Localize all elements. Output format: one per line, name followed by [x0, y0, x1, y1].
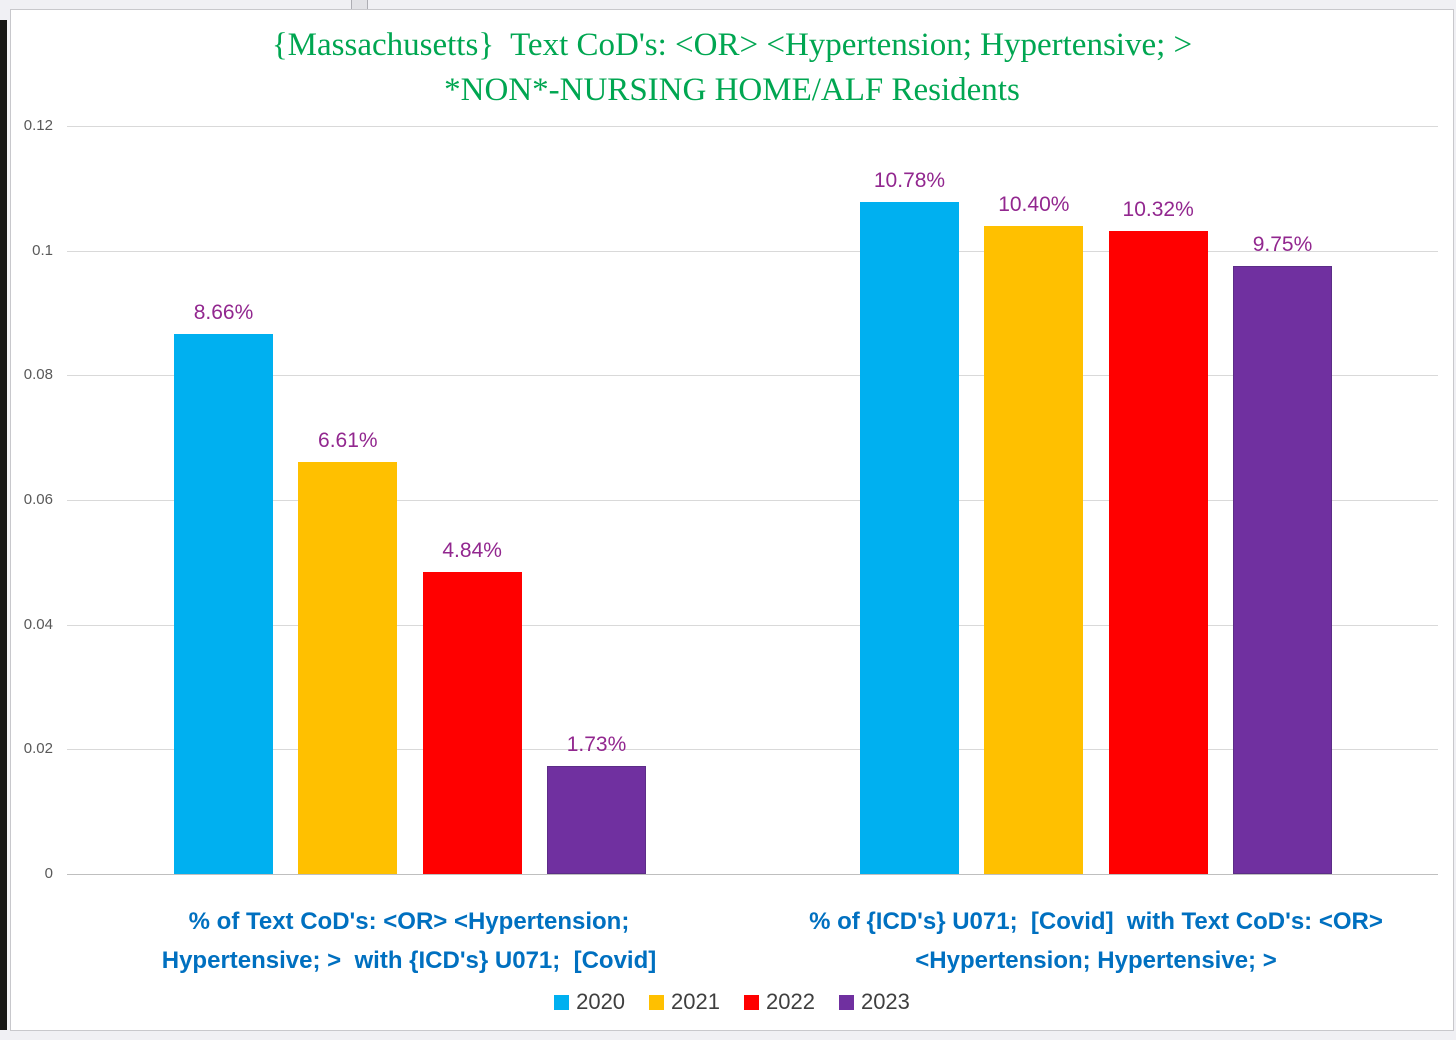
- bar-value-label: 10.78%: [873, 169, 946, 193]
- bar-2021-group2[interactable]: [984, 225, 1084, 874]
- bar-value-label: 6.61%: [318, 428, 378, 452]
- bar-value-label: 10.40%: [998, 192, 1070, 216]
- bar-2022-group1[interactable]: [422, 572, 522, 874]
- bar-value-label: 4.84%: [442, 539, 502, 563]
- bar-2022-group2[interactable]: [1108, 230, 1208, 874]
- bar-2023-group2[interactable]: [1232, 266, 1332, 874]
- y-axis-tick-label: 0.08: [23, 366, 53, 384]
- legend-label: 2021: [671, 989, 720, 1014]
- gridline: [67, 375, 1438, 377]
- legend-label: 2020: [576, 989, 626, 1014]
- bar-2023-group1[interactable]: [546, 766, 646, 874]
- bar-value-label: 8.66%: [193, 301, 254, 325]
- legend-swatch-2023: [838, 994, 854, 1010]
- legend-swatch-2022: [744, 994, 759, 1010]
- chart-title: {Massachusetts} Text CoD's: <OR> <Hypert…: [271, 27, 1193, 108]
- gridline: [67, 749, 1438, 751]
- legend-item-2023[interactable]: 2023: [838, 989, 910, 1015]
- category-label-right: % of {ICD's} U071; [Covid] with Text CoD…: [809, 908, 1383, 974]
- bar-2020-group2[interactable]: [860, 202, 959, 874]
- legend-item-2021[interactable]: 2021: [649, 989, 720, 1015]
- legend-swatch-2020: [554, 994, 570, 1010]
- y-axis-tick-label: 0: [44, 865, 53, 882]
- bar-value-label: 9.75%: [1252, 233, 1313, 257]
- legend-label: 2022: [766, 989, 815, 1014]
- bar-value-label: 1.73%: [566, 733, 627, 757]
- y-axis-tick-label: 0.12: [23, 117, 53, 134]
- gridline: [67, 250, 1438, 252]
- category-label-left: % of Text CoD's: <OR> <Hypertension; Hyp…: [161, 908, 657, 974]
- gridline: [67, 126, 1438, 127]
- y-axis-tick-label: 0.04: [23, 615, 53, 633]
- bar-2020-group1[interactable]: [174, 334, 273, 874]
- legend-label: 2023: [860, 989, 910, 1014]
- legend: 2020 2021 2022 2023: [11, 989, 1453, 1015]
- bar-value-label: 10.32%: [1122, 197, 1194, 221]
- chart-canvas[interactable]: {Massachusetts} Text CoD's: <OR> <Hypert…: [10, 9, 1454, 1031]
- legend-item-2022[interactable]: 2022: [744, 989, 815, 1015]
- window-left-edge: [0, 20, 7, 1030]
- y-axis-tick-label: 0.1: [32, 241, 53, 259]
- legend-swatch-2021: [649, 994, 665, 1010]
- bar-2021-group1[interactable]: [298, 461, 398, 874]
- gridline: [67, 624, 1438, 626]
- y-axis-tick-label: 0.06: [23, 491, 53, 508]
- x-axis-line: [67, 874, 1438, 875]
- legend-item-2020[interactable]: 2020: [554, 989, 625, 1015]
- y-axis-tick-label: 0.02: [23, 740, 53, 758]
- gridline: [67, 500, 1438, 501]
